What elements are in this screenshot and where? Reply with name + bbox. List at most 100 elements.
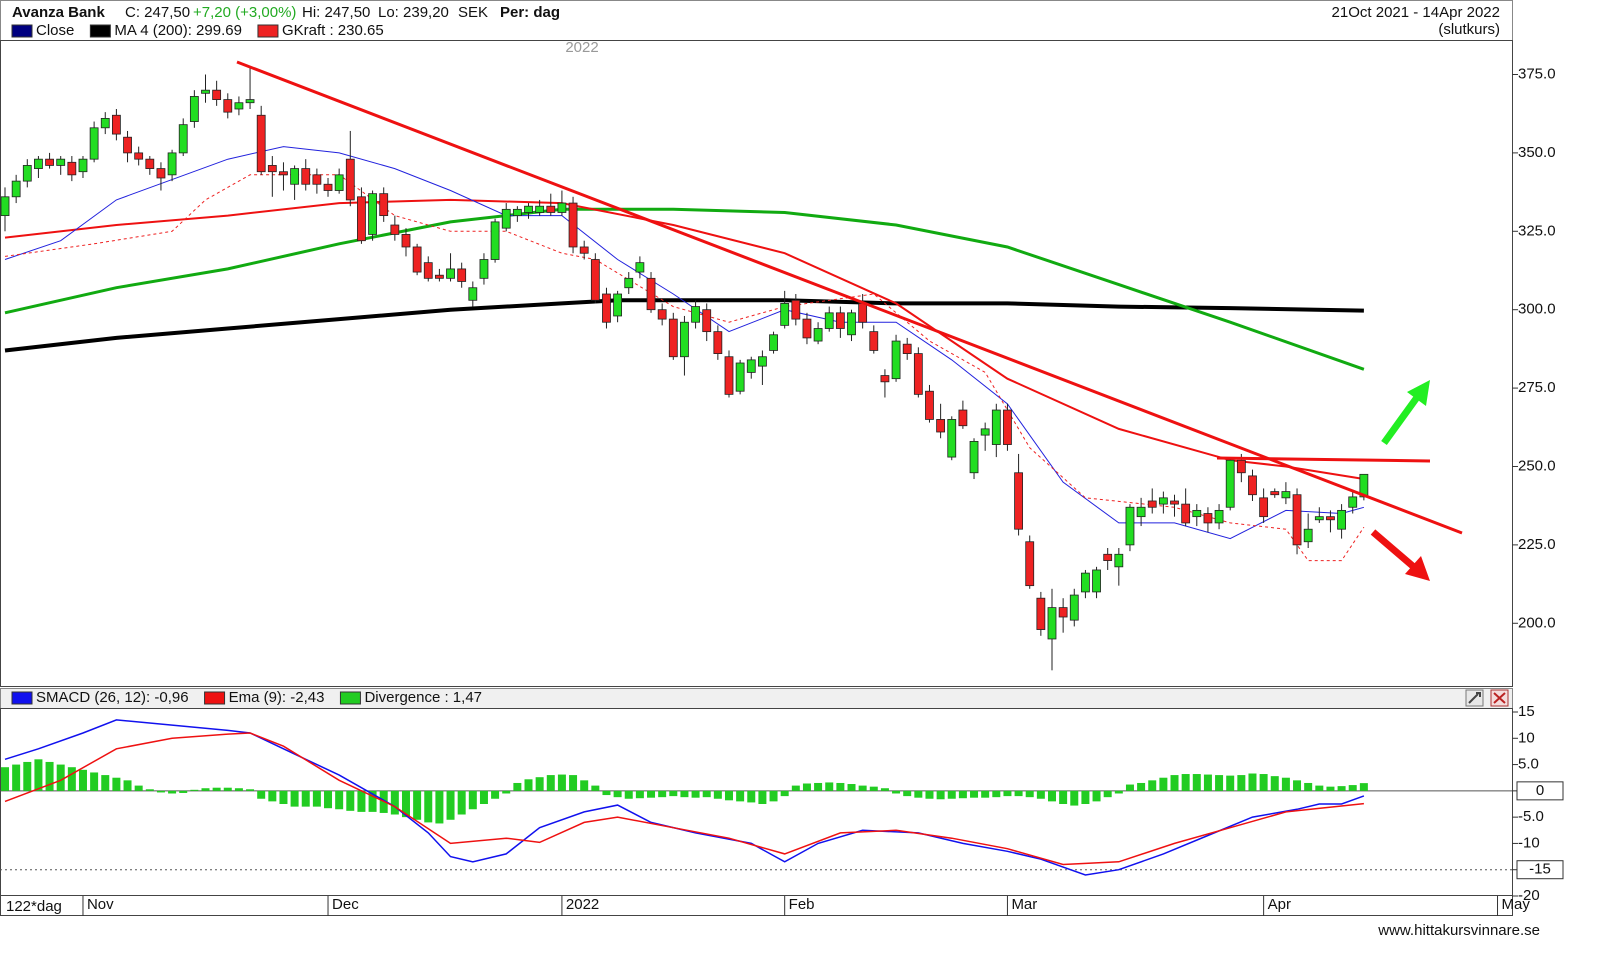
- candle-body: [134, 152, 144, 160]
- candle-body: [1292, 494, 1302, 546]
- divergence-bar: [524, 779, 533, 791]
- divergence-bar: [1025, 790, 1034, 798]
- candle-body: [680, 321, 689, 358]
- divergence-bar: [290, 790, 299, 807]
- date-range: 21Oct 2021 - 14Apr 2022: [1332, 4, 1500, 21]
- candle-body: [624, 277, 634, 289]
- candle-body: [936, 419, 946, 433]
- candle-body: [390, 224, 400, 235]
- y-tick-label: 10: [1518, 729, 1535, 746]
- divergence-bar: [168, 790, 177, 794]
- divergence-bar: [903, 790, 912, 797]
- candle-body: [758, 356, 767, 367]
- divergence-bar: [1293, 780, 1302, 791]
- period-label: 122*dag: [6, 898, 62, 915]
- divergence-bar: [591, 785, 600, 791]
- divergence-bar: [1226, 775, 1235, 791]
- divergence-bar: [691, 790, 700, 798]
- divergence-bar: [658, 790, 667, 798]
- up-arrow-head: [1407, 380, 1430, 406]
- candle-body: [111, 114, 121, 135]
- divergence-bar: [880, 788, 889, 791]
- candle-body: [568, 202, 578, 248]
- divergence-bar: [814, 782, 823, 791]
- x-tick-label: Nov: [87, 896, 114, 913]
- candle-body: [201, 89, 210, 94]
- candle-body: [958, 409, 968, 427]
- candle-body: [1047, 607, 1057, 640]
- candle-body: [1348, 496, 1358, 508]
- divergence-bar: [1170, 775, 1179, 791]
- divergence-bar: [1326, 786, 1335, 791]
- divergence-bar: [702, 790, 711, 798]
- candle-body: [256, 114, 266, 173]
- line-series: [4, 198, 1365, 480]
- candle-body: [824, 312, 834, 329]
- y-tick-label: -20: [1518, 887, 1540, 904]
- candle-body: [780, 303, 790, 326]
- x-tick-label: May: [1502, 896, 1531, 913]
- candle-body: [925, 390, 934, 420]
- footer: www.hittakursvinnare.se: [1377, 922, 1540, 939]
- divergence-bar: [424, 790, 433, 823]
- divergence-bar: [736, 790, 745, 802]
- header-bar: [0, 0, 1513, 41]
- divergence-bar: [1, 767, 10, 791]
- divergence-bar: [713, 790, 722, 799]
- candle-body: [267, 165, 277, 173]
- candle-body: [535, 205, 545, 213]
- divergence-bar: [1159, 777, 1168, 791]
- legend-label: Close: [36, 22, 74, 39]
- x-tick-label: Mar: [1011, 896, 1037, 913]
- divergence-bar: [680, 790, 689, 798]
- divergence-bar: [1348, 785, 1357, 791]
- candle-body: [1125, 506, 1135, 546]
- divergence-bar: [1014, 790, 1023, 797]
- candle-body: [212, 89, 222, 100]
- divergence-bar: [1248, 773, 1257, 791]
- divergence-bar: [67, 767, 76, 791]
- candle-body: [123, 136, 132, 154]
- candle-body: [1192, 509, 1202, 518]
- divergence-bar: [145, 789, 154, 791]
- candle-body: [635, 262, 645, 273]
- candle-body: [45, 158, 54, 166]
- divergence-bar: [914, 790, 923, 798]
- candle-body: [312, 174, 322, 185]
- divergence-bar: [301, 790, 310, 807]
- divergence-bar: [413, 790, 422, 820]
- divergence-bar: [1304, 782, 1313, 791]
- year-annotation: 2022: [565, 39, 598, 56]
- candle-body: [1014, 472, 1023, 530]
- divergence-bar: [780, 790, 789, 797]
- close-price: C: 247,50: [125, 4, 190, 21]
- y-tick-label: 250.0: [1518, 457, 1556, 474]
- period: Per: dag: [500, 4, 560, 21]
- candle-body: [501, 208, 511, 229]
- candle-body: [1248, 475, 1257, 496]
- divergence-bar: [1315, 785, 1324, 791]
- divergence-bar: [580, 780, 589, 791]
- candle-body: [223, 99, 233, 113]
- candle-body: [902, 343, 912, 354]
- down-arrow-head: [1405, 556, 1430, 581]
- candle-body: [546, 205, 556, 213]
- x-tick-label: 2022: [566, 896, 599, 913]
- divergence-bar: [981, 790, 990, 798]
- candle-body: [880, 375, 890, 383]
- divergence-bar: [769, 790, 778, 802]
- candle-body: [34, 158, 43, 169]
- divergence-bar: [45, 761, 54, 791]
- divergence-bar: [101, 775, 110, 791]
- line-series: [4, 146, 1365, 540]
- candle-body: [579, 246, 589, 254]
- candle-body: [1025, 541, 1035, 587]
- macd-panel: [0, 708, 1513, 896]
- divergence-bar: [179, 790, 188, 793]
- legend-label: Divergence : 1,47: [364, 689, 482, 706]
- candle-body: [969, 440, 979, 474]
- candle-body: [368, 193, 377, 235]
- legend-swatch: [11, 24, 33, 38]
- candle-body: [1259, 497, 1269, 518]
